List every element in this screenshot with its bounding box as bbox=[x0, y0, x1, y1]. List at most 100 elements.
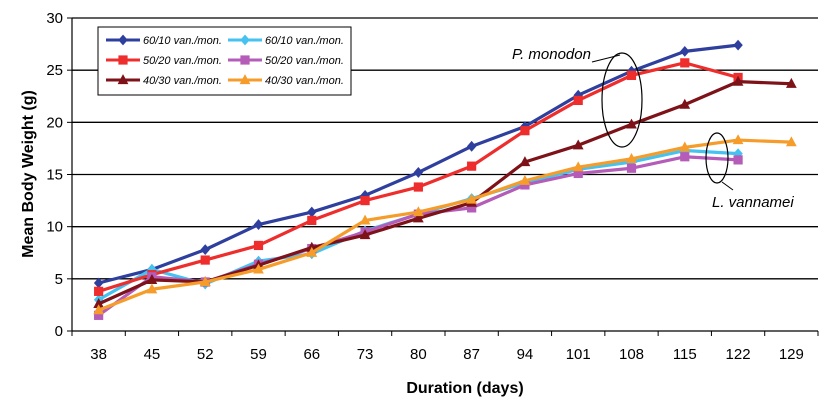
series-5-line bbox=[97, 80, 792, 306]
annotation-vannamei: L. vannamei bbox=[705, 132, 794, 211]
annotation-monodon-label: P. monodon bbox=[512, 46, 591, 63]
series-6 bbox=[93, 134, 797, 315]
annotation-vannamei-label: L. vannamei bbox=[712, 194, 794, 211]
series-4-point bbox=[733, 155, 743, 165]
series-5-point bbox=[732, 75, 744, 86]
series-1-point bbox=[93, 277, 104, 289]
series-3-point bbox=[626, 70, 637, 80]
legend-swatch-marker bbox=[240, 55, 250, 65]
series-6-point bbox=[466, 193, 478, 204]
x-tick-label: 38 bbox=[90, 346, 107, 363]
series-1-point bbox=[733, 39, 743, 51]
series-1-point bbox=[466, 140, 477, 152]
y-tick-label: 5 bbox=[55, 271, 63, 288]
legend-swatch-marker bbox=[118, 55, 128, 65]
series-1-point bbox=[413, 167, 424, 178]
series-6-point bbox=[519, 174, 531, 185]
legend-label: 50/20 van./mon. bbox=[143, 55, 222, 67]
series-lines bbox=[93, 39, 797, 320]
x-axis-ticks: 38 45 52 59 66 73 80 87 94 101 108 115 122 129 bbox=[71, 331, 819, 363]
series-5 bbox=[93, 75, 797, 308]
legend: 60/10 van./mon. 60/10 van./mon. 50/20 van.… bbox=[97, 26, 352, 96]
legend-label: 40/30 van./mon. bbox=[143, 75, 222, 87]
series-6-point bbox=[732, 134, 744, 145]
legend-swatch-marker bbox=[239, 74, 251, 85]
series-3-point bbox=[360, 195, 370, 206]
series-1-point bbox=[253, 219, 264, 230]
x-tick-label: 108 bbox=[619, 346, 644, 363]
y-tick-label: 25 bbox=[46, 62, 63, 79]
legend-item-3: 50/20 van./mon. bbox=[106, 55, 222, 67]
annotation-monodon-pointer bbox=[591, 54, 621, 63]
annotation-monodon-ellipse bbox=[601, 52, 643, 148]
y-tick-label: 10 bbox=[46, 219, 63, 236]
y-tick-label: 20 bbox=[46, 114, 63, 131]
series-6-point bbox=[146, 283, 158, 294]
series-3-point bbox=[94, 286, 104, 296]
legend-label: 40/30 van./mon. bbox=[265, 75, 344, 87]
legend-item-6: 40/30 van./mon. bbox=[228, 74, 344, 87]
x-tick-label: 115 bbox=[673, 346, 697, 363]
series-5-point bbox=[679, 98, 691, 109]
legend-label: 60/10 van./mon. bbox=[143, 35, 222, 47]
annotation-vannamei-ellipse bbox=[705, 132, 729, 184]
series-3-point bbox=[253, 240, 264, 251]
series-1-point bbox=[307, 206, 317, 218]
series-6-point bbox=[199, 276, 211, 287]
series-3-point bbox=[573, 95, 583, 106]
series-6-point bbox=[572, 161, 584, 172]
series-6-point bbox=[785, 136, 797, 147]
series-5-point bbox=[412, 212, 424, 223]
x-tick-label: 87 bbox=[463, 346, 480, 363]
x-tick-label: 129 bbox=[779, 346, 804, 363]
series-6-line bbox=[98, 138, 792, 312]
series-6-point bbox=[93, 304, 105, 315]
legend-item-4: 50/20 van./mon. bbox=[228, 55, 344, 67]
series-4-point bbox=[680, 152, 690, 162]
y-tick-label: 0 bbox=[55, 323, 63, 340]
x-tick-label: 59 bbox=[250, 346, 267, 363]
series-5-point bbox=[519, 156, 531, 167]
series-3-point bbox=[680, 58, 690, 68]
y-axis-ticks: 0 5 10 15 20 25 30 bbox=[46, 10, 72, 340]
legend-item-5: 40/30 van./mon. bbox=[106, 74, 222, 87]
series-3-point bbox=[467, 161, 477, 171]
x-tick-label: 122 bbox=[726, 346, 751, 363]
annotation-vannamei-pointer bbox=[721, 181, 734, 191]
x-tick-label: 66 bbox=[303, 346, 320, 363]
legend-label: 50/20 van./mon. bbox=[265, 55, 344, 67]
series-3-point bbox=[307, 215, 317, 226]
series-1-point bbox=[200, 244, 210, 256]
legend-swatch-marker bbox=[118, 34, 128, 46]
legend-item-1: 60/10 van./mon. bbox=[106, 34, 222, 47]
x-tick-label: 73 bbox=[357, 346, 374, 363]
legend-swatch-marker bbox=[117, 74, 129, 85]
x-tick-label: 101 bbox=[566, 346, 591, 363]
series-5-point bbox=[785, 77, 797, 88]
legend-label: 60/10 van./mon. bbox=[265, 35, 344, 47]
series-5-point bbox=[359, 229, 371, 240]
series-3-point bbox=[520, 126, 530, 136]
series-3-point bbox=[200, 255, 210, 265]
x-axis-label: Duration (days) bbox=[406, 380, 523, 397]
x-tick-label: 52 bbox=[197, 346, 214, 363]
series-6-point bbox=[626, 153, 637, 163]
series-5-point bbox=[626, 118, 637, 129]
x-tick-label: 80 bbox=[410, 346, 427, 363]
x-tick-label: 94 bbox=[517, 346, 534, 363]
series-3-point bbox=[413, 182, 423, 192]
legend-item-2: 60/10 van./mon. bbox=[228, 34, 344, 47]
series-6-point bbox=[679, 141, 691, 152]
legend-box bbox=[97, 26, 352, 96]
series-6-point bbox=[253, 263, 264, 274]
y-tick-label: 30 bbox=[46, 10, 63, 27]
series-6-point bbox=[412, 206, 424, 217]
y-tick-label: 15 bbox=[46, 167, 63, 184]
legend-swatch-marker bbox=[240, 34, 250, 46]
series-6-point bbox=[306, 246, 318, 257]
annotation-monodon: P. monodon bbox=[512, 46, 643, 148]
series-4-point bbox=[626, 163, 637, 173]
series-1-point bbox=[680, 45, 690, 57]
series-6-point bbox=[359, 214, 371, 225]
